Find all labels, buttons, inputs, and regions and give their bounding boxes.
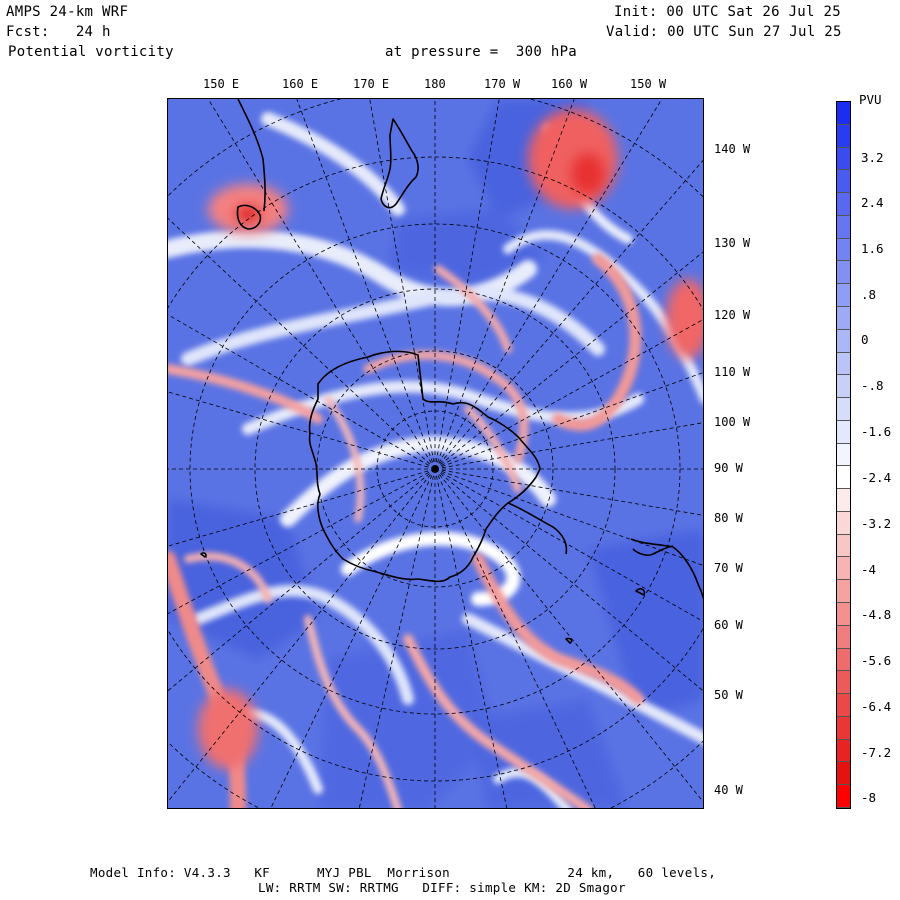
colorbar-segment (837, 398, 850, 421)
colorbar-segment (837, 102, 850, 125)
colorbar-unit: PVU (859, 92, 882, 107)
australia-coastline (237, 99, 266, 212)
colorbar-segment (837, 261, 850, 285)
colorbar-segment (837, 603, 850, 626)
colorbar-segment (837, 284, 850, 307)
lon-label-60w: 60 W (714, 618, 743, 632)
colorbar (836, 101, 851, 809)
colorbar-segment (837, 739, 850, 763)
lon-label-80w: 80 W (714, 511, 743, 525)
antarctic-peninsula-coastline (507, 502, 568, 555)
colorbar-segment (837, 648, 850, 672)
meridian-lines (168, 99, 703, 808)
colorbar-segment (837, 352, 850, 376)
colorbar-segment (837, 785, 850, 808)
colorbar-segment (837, 762, 850, 786)
colorbar-tick-label: -3.2 (861, 516, 892, 531)
colorbar-tick-label: .8 (861, 287, 877, 302)
falkland-islands-coastline (635, 588, 646, 596)
lon-label-160w: 160 W (551, 77, 588, 91)
lon-label-130w: 130 W (714, 236, 751, 250)
lon-label-70w: 70 W (714, 561, 743, 575)
model-info-line-1: Model Info: V4.3.3 KF MYJ PBL Morrison 2… (90, 865, 717, 880)
colorbar-segment (837, 420, 850, 444)
lon-label-150e: 150 E (203, 77, 240, 91)
valid-time: Valid: 00 UTC Sun 27 Jul 25 (606, 24, 842, 40)
colorbar-segment (837, 375, 850, 399)
colorbar-segment (837, 443, 850, 467)
colorbar-segment (837, 625, 850, 649)
colorbar-segment (837, 306, 850, 330)
colorbar-tick-label: -.8 (861, 378, 884, 393)
lon-label-90w: 90 W (714, 461, 743, 475)
potential-vorticity-map (167, 98, 704, 809)
red-pv-maxima (198, 109, 703, 769)
lon-label-150w: 150 W (630, 77, 667, 91)
colorbar-segment (837, 489, 850, 512)
lon-label-140w: 140 W (714, 142, 751, 156)
forecast-hour: Fcst: 24 h (6, 24, 111, 40)
lon-label-100w: 100 W (714, 415, 751, 429)
map-graphics (168, 99, 703, 808)
lon-label-110w: 110 W (714, 365, 751, 379)
tierra-del-fuego-coastline (632, 545, 674, 556)
colorbar-tick-label: 3.2 (861, 150, 884, 165)
colorbar-tick-label: -7.2 (861, 745, 892, 760)
new-zealand-coastline (380, 118, 419, 209)
colorbar-tick-label: -8 (861, 790, 877, 805)
colorbar-tick-label: -6.4 (861, 699, 892, 714)
colorbar-tick-label: -1.6 (861, 424, 892, 439)
colorbar-segment (837, 170, 850, 194)
south-georgia-coastline (565, 637, 573, 644)
colorbar-segment (837, 329, 850, 353)
lon-label-170e: 170 E (353, 77, 390, 91)
colorbar-segment (837, 124, 850, 148)
lon-label-40w: 40 W (714, 783, 743, 797)
colorbar-segment (837, 215, 850, 239)
init-time: Init: 00 UTC Sat 26 Jul 25 (614, 4, 841, 20)
colorbar-segment (837, 147, 850, 171)
colorbar-segment (837, 671, 850, 695)
red-pv-bands (168, 253, 644, 808)
colorbar-tick-label: 2.4 (861, 195, 884, 210)
colorbar-tick-label: -2.4 (861, 470, 892, 485)
lon-label-170w: 170 W (484, 77, 521, 91)
model-info-line-2: LW: RRTM SW: RRTMG DIFF: simple KM: 2D S… (258, 880, 626, 895)
colorbar-segment (837, 193, 850, 216)
colorbar-segment (837, 557, 850, 581)
tasmania-coastline (236, 204, 262, 230)
colorbar-tick-label: -4 (861, 562, 877, 577)
colorbar-tick-label: 1.6 (861, 241, 884, 256)
colorbar-segment (837, 716, 850, 740)
south-america-coastline (630, 538, 703, 600)
pressure-level: at pressure = 300 hPa (385, 44, 578, 60)
colorbar-tick-label: -4.8 (861, 607, 892, 622)
colorbar-tick-label: 0 (861, 332, 869, 347)
colorbar-segment (837, 534, 850, 558)
field-name: Potential vorticity (8, 44, 174, 60)
lon-label-50w: 50 W (714, 688, 743, 702)
colorbar-segment (837, 466, 850, 490)
colorbar-segment (837, 694, 850, 717)
lon-label-160e: 160 E (282, 77, 319, 91)
kerguelen-coastline (200, 552, 207, 558)
colorbar-segment (837, 580, 850, 604)
coastlines (200, 99, 703, 644)
colorbar-segment (837, 511, 850, 535)
model-title: AMPS 24-km WRF (6, 4, 129, 20)
antarctica-coastline (308, 350, 541, 583)
lon-label-180: 180 (424, 77, 446, 91)
colorbar-segment (837, 238, 850, 262)
white-swirls (168, 112, 703, 808)
colorbar-tick-label: -5.6 (861, 653, 892, 668)
lon-label-120w: 120 W (714, 308, 751, 322)
